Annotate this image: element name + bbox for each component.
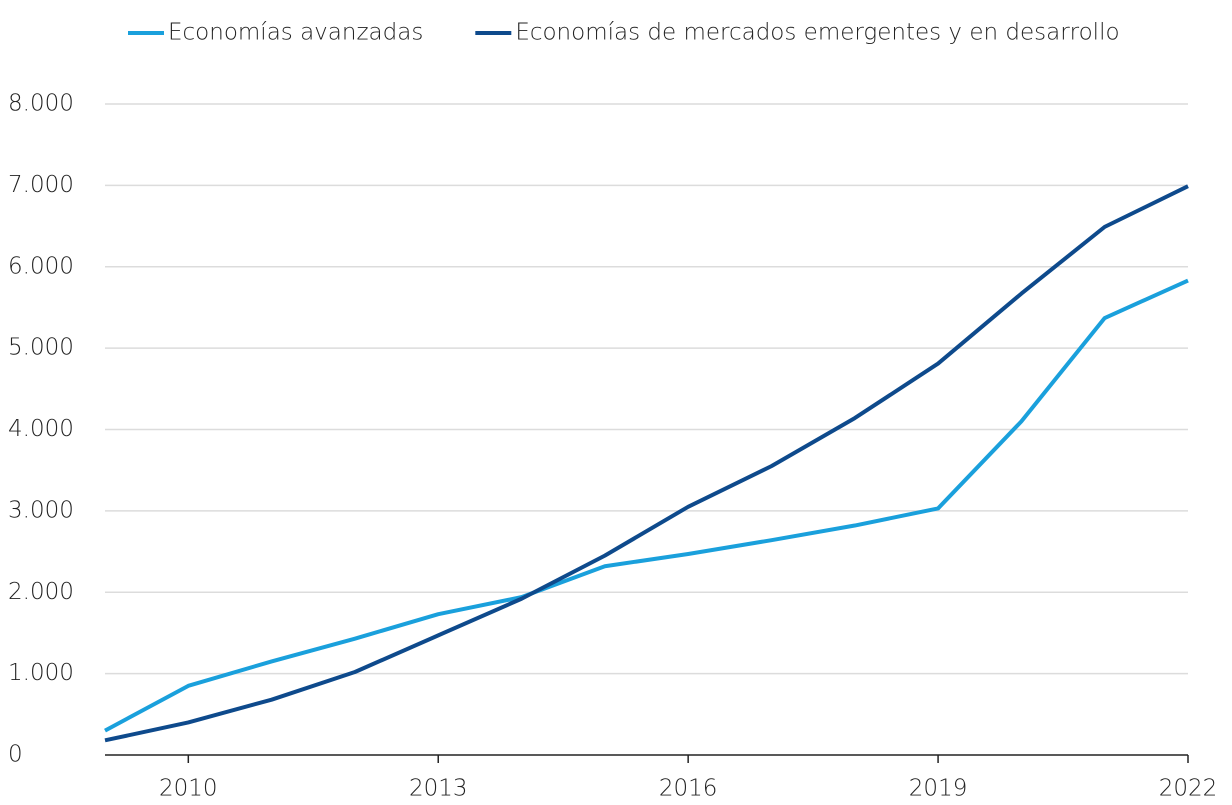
y-tick-label: 4.000 — [8, 416, 74, 442]
series-line — [104, 184, 1189, 743]
x-tick-label: 2010 — [159, 776, 218, 802]
x-tick-label: 2022 — [1159, 776, 1218, 802]
y-tick-label: 3.000 — [8, 497, 74, 523]
series-line — [104, 278, 1189, 733]
y-tick-label: 8.000 — [8, 91, 74, 117]
x-tick-label: 2019 — [909, 776, 968, 802]
y-tick-label: 0 — [8, 742, 23, 768]
y-tick-label: 2.000 — [8, 579, 74, 605]
x-tick-label: 2016 — [659, 776, 718, 802]
y-tick-label: 7.000 — [8, 172, 74, 198]
y-tick-label: 6.000 — [8, 253, 74, 279]
y-tick-label: 5.000 — [8, 335, 74, 361]
legend-label: Economías de mercados emergentes y en de… — [515, 20, 1119, 46]
y-tick-label: 1.000 — [8, 660, 74, 686]
legend-label: Economías avanzadas — [168, 20, 423, 46]
x-tick-label: 2013 — [409, 776, 468, 802]
